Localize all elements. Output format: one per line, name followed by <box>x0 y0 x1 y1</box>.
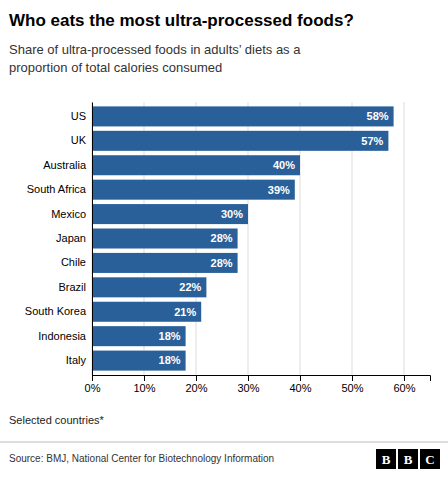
logo: BBC <box>376 449 440 469</box>
y-tick: US <box>71 110 86 122</box>
y-tick-label: Brazil <box>58 281 86 293</box>
data-label: 57% <box>361 135 383 147</box>
logo-letter: B <box>404 452 413 467</box>
y-axis-line <box>92 103 93 376</box>
x-tick: 0% <box>85 375 101 394</box>
grid <box>92 102 404 375</box>
source: Source: BMJ, National Center for Biotech… <box>9 453 274 464</box>
y-tick-label: Mexico <box>51 208 86 220</box>
bar <box>92 228 238 248</box>
x-tick-label: 50% <box>341 382 363 394</box>
bars <box>92 106 394 370</box>
x-tick: 40% <box>289 375 311 394</box>
x-tick-mark <box>300 375 301 381</box>
data-label: 18% <box>159 330 181 342</box>
y-tick: Italy <box>66 354 87 366</box>
y-tick-label: US <box>71 110 86 122</box>
y-tick-label: South Africa <box>27 183 87 195</box>
separator <box>0 442 448 443</box>
y-tick: South Africa <box>27 183 87 195</box>
y-tick: Brazil <box>58 281 86 293</box>
grid-line <box>404 102 405 375</box>
chart: Who eats the most ultra-processed foods?… <box>0 0 448 480</box>
x-tick-mark <box>92 375 93 381</box>
bar <box>92 253 238 273</box>
x-tick-label: 60% <box>393 382 415 394</box>
y-tick-label: Australia <box>43 159 87 171</box>
data-label: 40% <box>273 159 295 171</box>
data-label: 21% <box>174 306 196 318</box>
x-tick: 20% <box>185 375 207 394</box>
footer-note: Selected countries* <box>9 414 104 426</box>
x-tick: 30% <box>237 375 259 394</box>
bar <box>92 155 300 175</box>
x-tick-label: 40% <box>289 382 311 394</box>
y-tick: Indonesia <box>38 330 87 342</box>
bar <box>92 180 295 200</box>
bar <box>92 302 201 322</box>
x-tick: 60% <box>393 375 415 394</box>
y-tick: South Korea <box>25 305 87 317</box>
data-label: 30% <box>221 208 243 220</box>
y-axis: US UK Australia South Africa Mexico Japan Chil… <box>25 103 93 376</box>
data-label: 58% <box>367 110 389 122</box>
bar <box>92 277 206 297</box>
x-tick-mark <box>196 375 197 381</box>
y-tick: Mexico <box>51 208 86 220</box>
subtitle-line: proportion of total calories consumed <box>9 60 222 75</box>
y-tick-label: Chile <box>61 256 86 268</box>
data-label: 22% <box>179 281 201 293</box>
data-label: 18% <box>159 354 181 366</box>
y-tick: Australia <box>43 159 87 171</box>
x-tick-label: 30% <box>237 382 259 394</box>
x-axis-line <box>93 376 431 382</box>
logo-box <box>398 449 418 469</box>
y-tick: Japan <box>56 232 86 244</box>
y-tick-label: South Korea <box>25 305 87 317</box>
x-tick: 50% <box>341 375 363 394</box>
title: Who eats the most ultra-processed foods? <box>9 11 354 30</box>
x-tick-mark <box>248 375 249 381</box>
data-label: 39% <box>268 184 290 196</box>
subtitle: Share of ultra-processed foods in adults… <box>9 42 301 75</box>
x-tick-mark <box>352 375 353 381</box>
data-label: 28% <box>211 257 233 269</box>
x-tick-label: 20% <box>185 382 207 394</box>
y-tick: Chile <box>61 256 86 268</box>
bar <box>92 326 186 346</box>
logo-box <box>376 449 396 469</box>
subtitle-line: Share of ultra-processed foods in adults… <box>9 42 301 57</box>
y-tick-label: Indonesia <box>38 330 87 342</box>
bar <box>92 204 248 224</box>
data-label: 28% <box>211 232 233 244</box>
x-tick-label: 0% <box>85 382 101 394</box>
data-labels: 58% 57% 40% 39% 30% 28% 28% 22% 21% 18% 18% <box>159 110 389 366</box>
grid-line <box>92 102 93 375</box>
x-tick-mark <box>144 375 145 381</box>
logo-letter: C <box>425 452 434 467</box>
y-tick-label: Japan <box>56 232 86 244</box>
bar <box>92 106 394 126</box>
y-tick: UK <box>71 134 87 146</box>
x-tick: 10% <box>133 375 155 394</box>
bar <box>92 131 388 151</box>
x-tick-mark <box>404 375 405 381</box>
logo-letter: B <box>382 452 391 467</box>
y-tick-label: Italy <box>66 354 87 366</box>
logo-box <box>420 449 440 469</box>
x-tick-label: 10% <box>133 382 155 394</box>
y-tick-label: UK <box>71 134 87 146</box>
x-axis: 0% 10% 20% 30% 40% 50% 60% <box>85 375 431 394</box>
plot: 58% 57% 40% 39% 30% 28% 28% 22% 21% 18% 18% 0% 10% 20… <box>25 102 431 394</box>
bar <box>92 351 186 371</box>
